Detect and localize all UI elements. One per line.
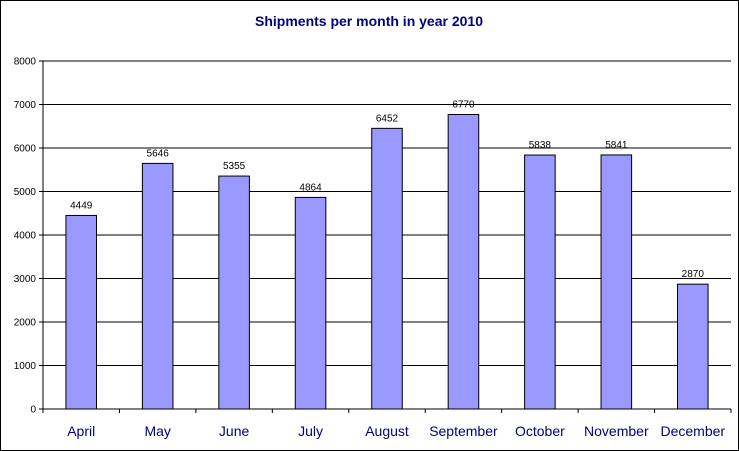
chart-title: Shipments per month in year 2010 xyxy=(255,13,483,29)
y-tick-label: 8000 xyxy=(14,57,37,68)
data-label: 5841 xyxy=(605,140,628,151)
x-tick-label: December xyxy=(660,423,725,439)
y-tick-label: 4000 xyxy=(14,231,37,242)
x-tick-label: October xyxy=(515,423,565,439)
x-tick-label: September xyxy=(429,423,498,439)
data-label: 5646 xyxy=(147,148,170,159)
y-tick-label: 1000 xyxy=(14,361,37,372)
bar-july xyxy=(294,196,327,410)
x-axis-labels: April May June July August September October No… xyxy=(67,423,725,439)
bar-november xyxy=(600,154,633,410)
bar-september xyxy=(447,114,480,410)
y-tick-label: 2000 xyxy=(14,318,37,329)
y-tick-label: 3000 xyxy=(14,274,37,285)
bar-may xyxy=(141,162,174,410)
data-label: 6770 xyxy=(452,100,475,111)
bar-october xyxy=(524,154,556,410)
data-label: 2870 xyxy=(682,269,705,280)
x-tick-label: July xyxy=(298,423,323,439)
bar-december xyxy=(676,283,709,410)
x-tick-label: June xyxy=(219,423,250,439)
x-tick-label: August xyxy=(365,423,409,439)
y-tick-label: 0 xyxy=(30,405,36,416)
y-tick-label: 5000 xyxy=(14,187,37,198)
y-axis-labels: 0 1000 2000 3000 4000 5000 6000 7000 8000 xyxy=(14,57,37,416)
data-label: 4864 xyxy=(299,182,322,193)
y-tick-label: 6000 xyxy=(14,144,37,155)
x-tick-label: November xyxy=(584,423,649,439)
bar-april xyxy=(65,214,98,410)
data-label: 5838 xyxy=(529,140,552,151)
data-label: 4449 xyxy=(70,200,93,211)
data-label: 5355 xyxy=(223,161,246,172)
bars xyxy=(65,114,709,410)
x-tick-label: April xyxy=(67,423,95,439)
data-label: 6452 xyxy=(376,113,399,124)
x-tick-label: May xyxy=(144,423,170,439)
bar-june xyxy=(218,175,250,410)
data-labels: 4449 5646 5355 4864 6452 6770 5838 5841 2870 xyxy=(70,100,704,281)
bar-august xyxy=(371,127,403,410)
y-tick-label: 7000 xyxy=(14,100,37,111)
